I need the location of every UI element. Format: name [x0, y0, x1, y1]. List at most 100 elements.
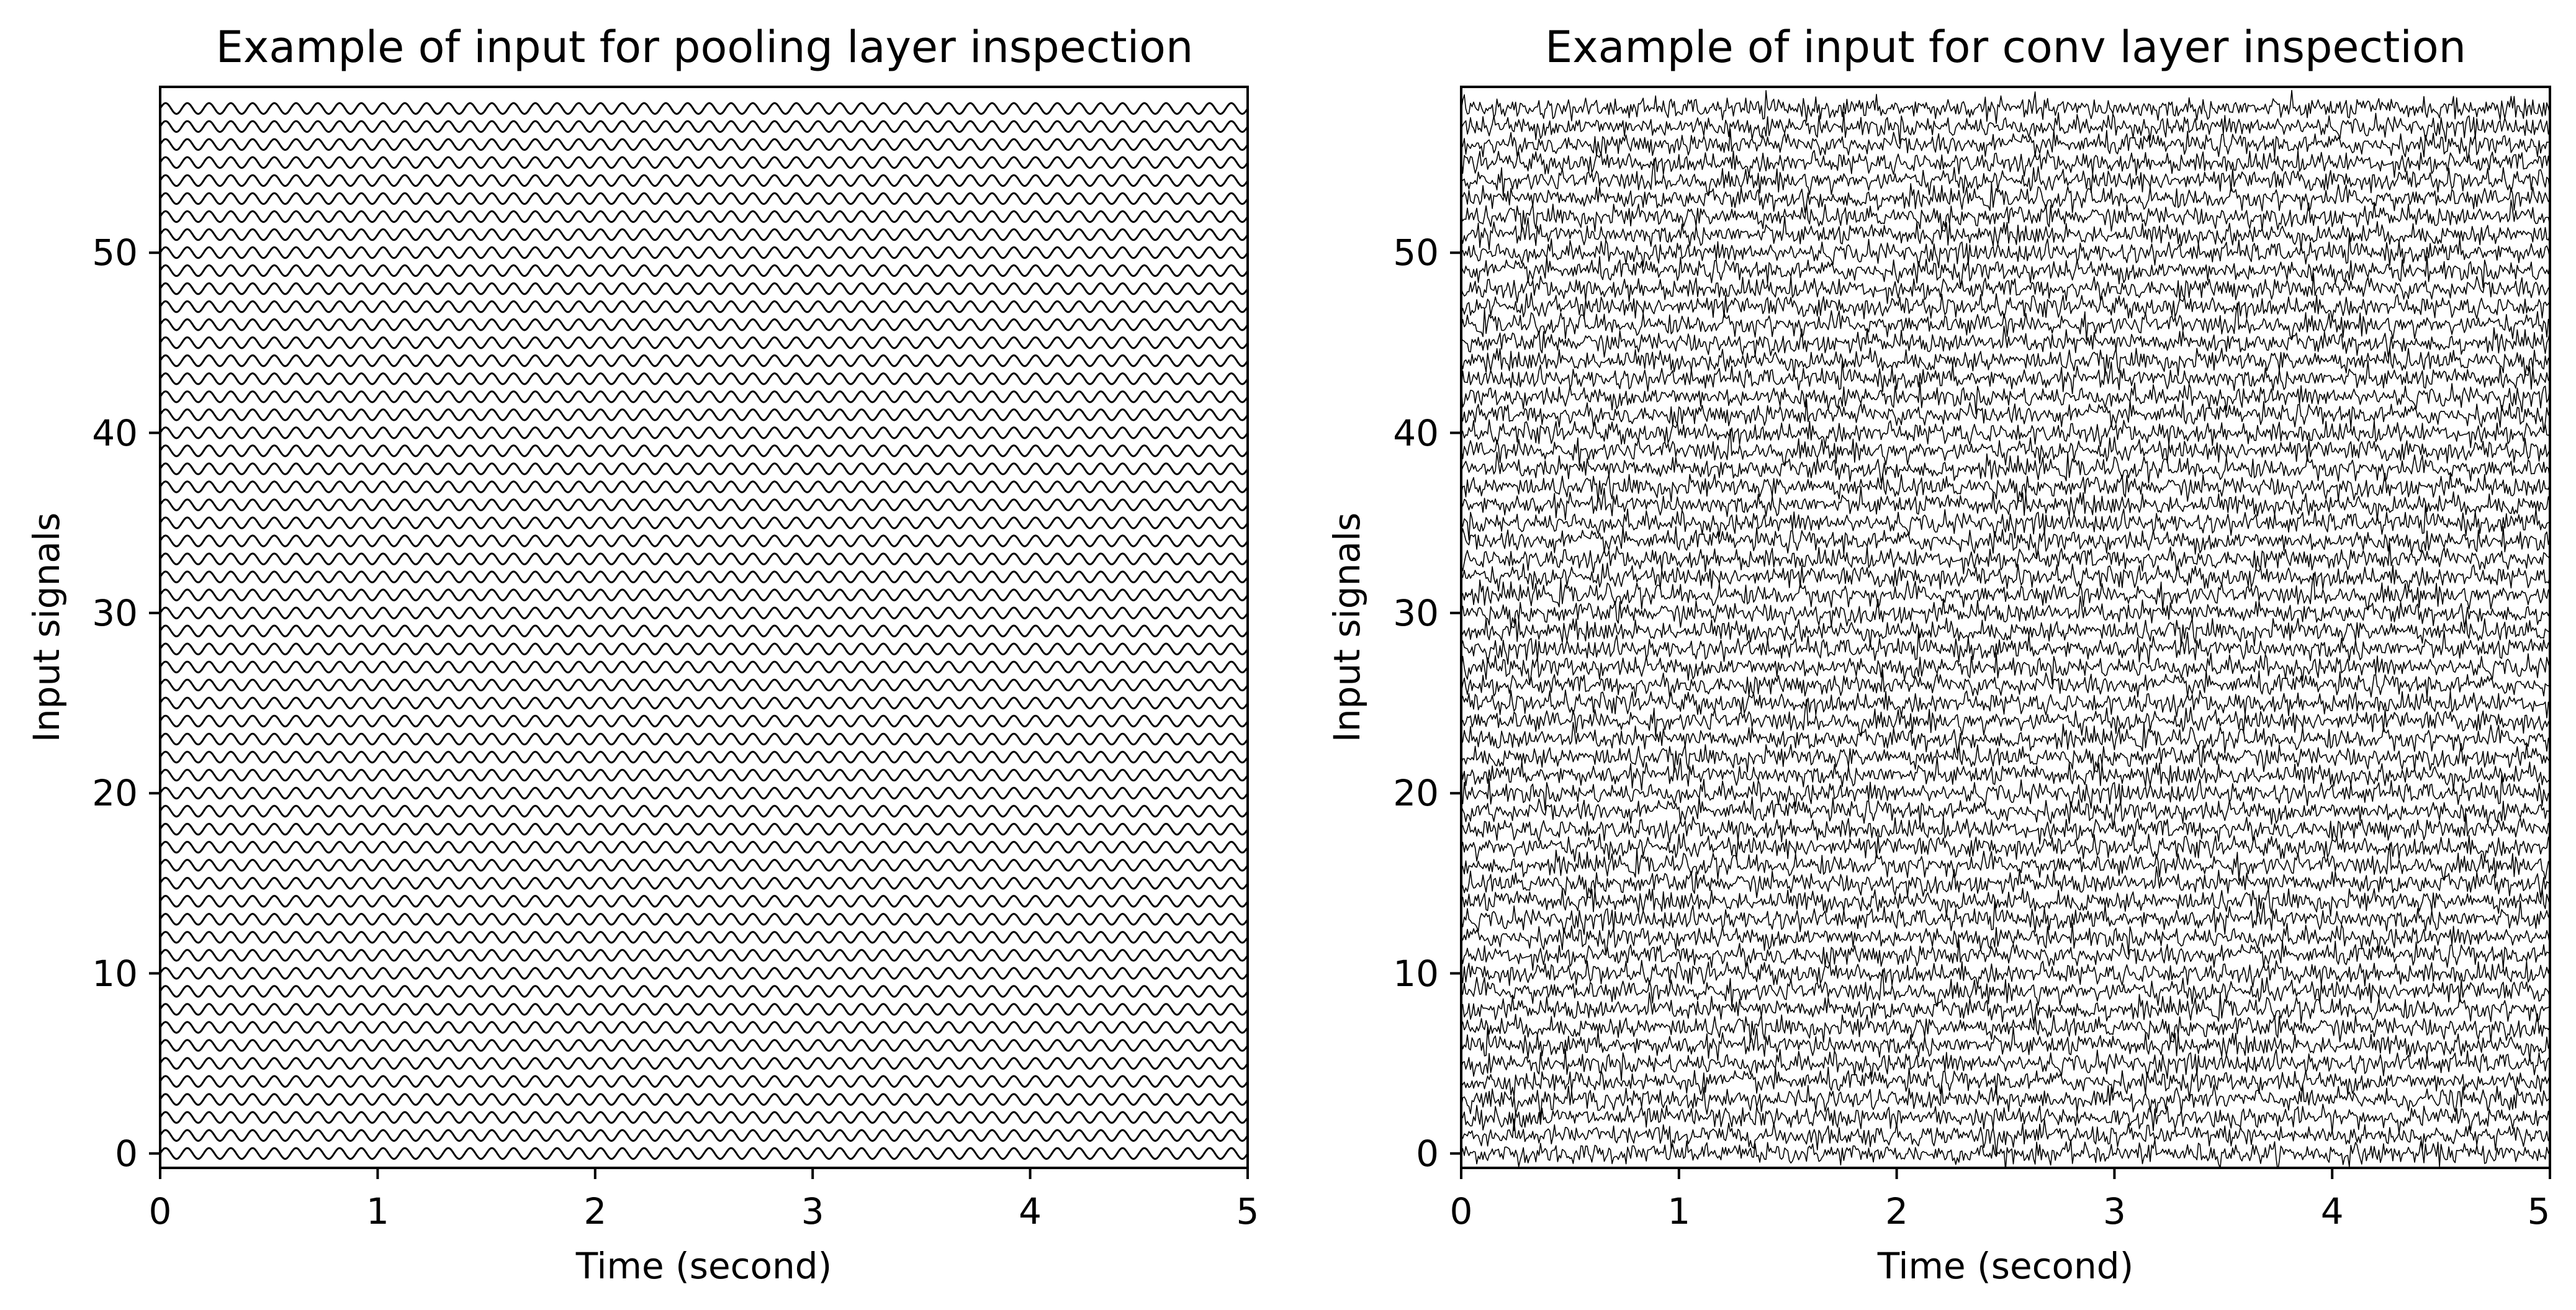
right-signal-line-2	[1461, 1103, 2550, 1134]
right-signal-line-46	[1461, 302, 2550, 341]
left-signal-line-6	[160, 1039, 1248, 1052]
left-signal-line-53	[160, 192, 1248, 205]
right-signal-line-1	[1461, 1118, 2550, 1157]
left-signal-line-16	[160, 859, 1248, 872]
right-signal-line-49	[1461, 256, 2550, 289]
right-signal-line-6	[1461, 1026, 2550, 1062]
left-signal-line-47	[160, 300, 1248, 313]
right-x-ticks: 0 1 2 3 4 5	[1450, 1168, 2551, 1232]
right-signal-line-28	[1461, 630, 2550, 665]
left-signal-line-45	[160, 336, 1248, 349]
right-signal-line-53	[1461, 182, 2550, 213]
right-signal-line-18	[1461, 813, 2550, 845]
left-signal-line-4	[160, 1075, 1248, 1088]
right-signal-line-41	[1461, 398, 2550, 433]
right-y-tick-label: 10	[1393, 953, 1439, 995]
right-x-tick-label: 3	[2103, 1190, 2126, 1232]
right-signal-line-24	[1461, 699, 2550, 737]
left-signal-line-40	[160, 426, 1248, 439]
left-signal-line-28	[160, 642, 1248, 656]
left-signal-line-19	[160, 804, 1248, 818]
left-x-tick-label: 3	[801, 1190, 824, 1232]
left-signal-line-15	[160, 877, 1248, 890]
right-chart-title: Example of input for conv layer inspecti…	[1545, 22, 2466, 73]
left-y-tick-label: 50	[92, 231, 138, 274]
left-signal-line-49	[160, 264, 1248, 277]
right-x-tick-label: 0	[1450, 1190, 1473, 1232]
left-plot-frame	[159, 86, 1249, 1169]
right-signal-line-23	[1461, 722, 2550, 754]
right-signal-line-9	[1461, 969, 2550, 1007]
left-signal-line-9	[160, 985, 1248, 998]
left-signal-line-24	[160, 714, 1248, 728]
right-y-axis-label: Input signals	[1326, 513, 1368, 742]
right-signal-line-26	[1461, 669, 2550, 699]
right-signal-line-57	[1461, 112, 2550, 145]
right-signal-line-19	[1461, 796, 2550, 828]
right-signal-line-47	[1461, 292, 2550, 320]
right-signal-line-16	[1461, 843, 2550, 881]
left-signal-line-50	[160, 246, 1248, 259]
right-signal-line-30	[1461, 596, 2550, 629]
left-y-ticks: 0 10 20 30 40 50	[92, 231, 160, 1175]
right-signal-line-27	[1461, 652, 2550, 685]
left-signal-line-8	[160, 1003, 1248, 1016]
left-signal-line-30	[160, 606, 1248, 619]
right-signal-line-45	[1461, 325, 2550, 358]
right-chart: Example of input for conv layer inspecti…	[1326, 22, 2551, 1287]
right-y-tick-label: 30	[1393, 592, 1439, 634]
left-signal-line-11	[160, 949, 1248, 962]
left-x-tick-label: 2	[583, 1190, 606, 1232]
left-x-tick-label: 5	[1236, 1190, 1259, 1232]
right-signal-line-5	[1461, 1048, 2550, 1081]
right-signal-line-55	[1461, 150, 2550, 178]
left-x-tick-label: 0	[149, 1190, 172, 1232]
right-signal-line-3	[1461, 1083, 2550, 1119]
left-x-axis-label: Time (second)	[575, 1245, 832, 1287]
left-signal-line-29	[160, 624, 1248, 637]
right-signal-line-22	[1461, 743, 2550, 774]
left-signal-line-37	[160, 480, 1248, 493]
left-signal-line-23	[160, 732, 1248, 746]
right-signal-line-39	[1461, 428, 2550, 467]
left-signal-line-21	[160, 768, 1248, 782]
left-signal-line-7	[160, 1021, 1248, 1034]
left-signal-line-3	[160, 1093, 1248, 1106]
left-signal-line-54	[160, 174, 1248, 187]
left-signal-line-44	[160, 354, 1248, 367]
right-signal-line-36	[1461, 486, 2550, 521]
left-signal-line-2	[160, 1111, 1248, 1124]
right-signal-line-48	[1461, 272, 2550, 304]
left-y-axis-label: Input signals	[25, 513, 68, 742]
left-signal-line-31	[160, 588, 1248, 601]
left-signal-line-34	[160, 534, 1248, 547]
right-y-tick-label: 50	[1393, 231, 1439, 274]
left-signal-line-20	[160, 786, 1248, 800]
right-signal-line-14	[1461, 887, 2550, 918]
right-signal-line-20	[1461, 774, 2550, 811]
right-signal-line-11	[1461, 939, 2550, 971]
left-signal-line-43	[160, 372, 1248, 385]
left-signal-line-5	[160, 1057, 1248, 1070]
left-y-tick-label: 20	[92, 772, 138, 814]
left-signal-line-18	[160, 823, 1248, 836]
left-signal-line-14	[160, 895, 1248, 908]
left-signal-line-0	[160, 1147, 1248, 1160]
right-signal-line-13	[1461, 900, 2550, 935]
right-signal-line-37	[1461, 472, 2550, 503]
right-signal-lines	[1461, 89, 2550, 1168]
left-signal-line-55	[160, 156, 1248, 169]
right-signal-line-8	[1461, 992, 2550, 1024]
left-x-tick-label: 4	[1019, 1190, 1042, 1232]
left-signal-lines	[160, 102, 1248, 1160]
right-signal-line-15	[1461, 866, 2550, 900]
right-signal-line-25	[1461, 689, 2550, 719]
left-y-tick-label: 0	[115, 1133, 138, 1175]
right-signal-line-44	[1461, 347, 2550, 377]
left-chart-title: Example of input for pooling layer inspe…	[216, 22, 1194, 73]
right-signal-line-31	[1461, 573, 2550, 611]
left-y-tick-label: 40	[92, 412, 138, 454]
left-signal-line-27	[160, 660, 1248, 674]
left-x-tick-label: 1	[366, 1190, 389, 1232]
